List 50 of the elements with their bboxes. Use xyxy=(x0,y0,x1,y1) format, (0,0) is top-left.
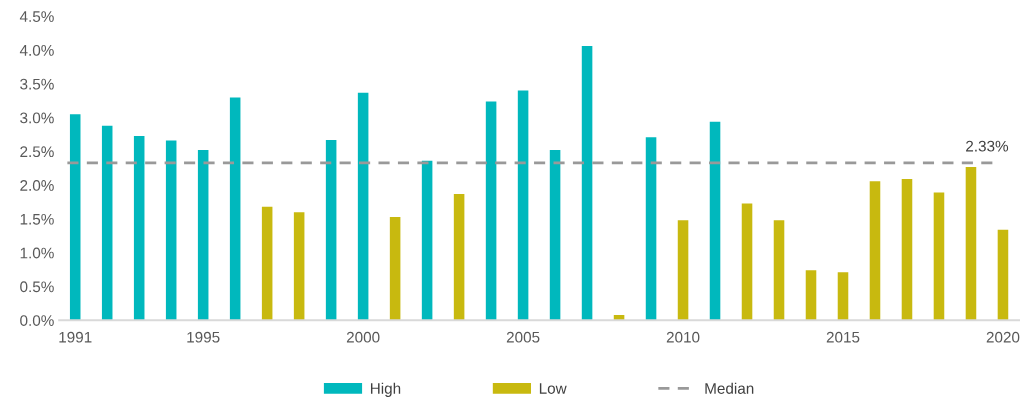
bar xyxy=(325,139,337,321)
legend-label: Median xyxy=(705,382,754,394)
x-tick-label: 1995 xyxy=(187,331,220,343)
bar xyxy=(133,135,145,321)
annotation: 2.33% xyxy=(966,140,1009,152)
bar xyxy=(453,193,465,321)
bar xyxy=(421,160,433,321)
bar xyxy=(997,229,1009,321)
x-tick-label: 2010 xyxy=(666,331,700,343)
bar xyxy=(805,270,817,321)
bar xyxy=(581,46,593,321)
bar xyxy=(197,150,209,321)
bar xyxy=(965,166,977,321)
legend-label: High xyxy=(370,382,401,397)
x-tick-label: 2015 xyxy=(826,331,860,343)
bar xyxy=(837,272,849,321)
bar xyxy=(357,92,369,321)
y-tick-label: 1.0% xyxy=(20,247,54,259)
bar xyxy=(677,220,689,321)
y-tick-label: 4.5% xyxy=(19,11,54,23)
y-tick-label: 1.5% xyxy=(20,213,54,225)
bar xyxy=(517,90,529,321)
bar xyxy=(485,101,497,321)
y-tick-label: 4.0% xyxy=(19,44,54,56)
bar xyxy=(69,114,81,321)
bar xyxy=(261,206,273,321)
bar xyxy=(293,212,305,321)
bar xyxy=(901,179,913,321)
bar xyxy=(773,220,785,321)
x-tick-label: 2005 xyxy=(506,331,540,343)
y-tick-label: 0.5% xyxy=(20,281,54,293)
bar xyxy=(101,125,113,321)
legend-label: Low xyxy=(539,383,567,394)
y-tick-label: 2.0% xyxy=(20,180,54,191)
y-tick-label: 3.5% xyxy=(20,78,54,90)
bar xyxy=(389,216,401,321)
y-tick-label: 3.0% xyxy=(20,112,54,124)
bar xyxy=(709,121,721,321)
x-tick-label: 2020 xyxy=(986,331,1020,343)
x-tick-label: 1991 xyxy=(59,331,92,343)
y-tick-label: 0.0% xyxy=(20,315,54,326)
y-tick-label: 2.5% xyxy=(20,146,54,158)
bar xyxy=(933,192,945,321)
x-tick-label: 2000 xyxy=(346,331,380,343)
bar xyxy=(229,97,241,321)
bar xyxy=(645,137,657,321)
bar xyxy=(165,140,177,321)
bar xyxy=(869,181,881,321)
bar xyxy=(741,203,753,321)
bar xyxy=(549,150,561,321)
